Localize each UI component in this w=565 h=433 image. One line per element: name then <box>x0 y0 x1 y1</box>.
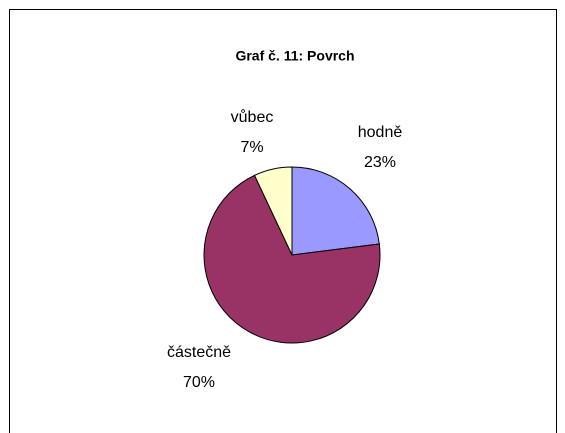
pie-slice <box>291 166 380 256</box>
pie-slice <box>203 174 381 344</box>
slice-category-label: hodně <box>358 124 403 141</box>
slice-value-label: 23% <box>364 154 396 171</box>
slice-value-label: 7% <box>240 139 263 156</box>
chart-frame <box>9 9 557 433</box>
slice-value-label: 70% <box>183 374 215 391</box>
pie-slice <box>253 166 293 256</box>
slice-category-label: vůbec <box>231 108 274 126</box>
chart-title: Graf č. 11: Povrch <box>235 48 354 64</box>
slice-category-label: částečně <box>167 344 231 361</box>
